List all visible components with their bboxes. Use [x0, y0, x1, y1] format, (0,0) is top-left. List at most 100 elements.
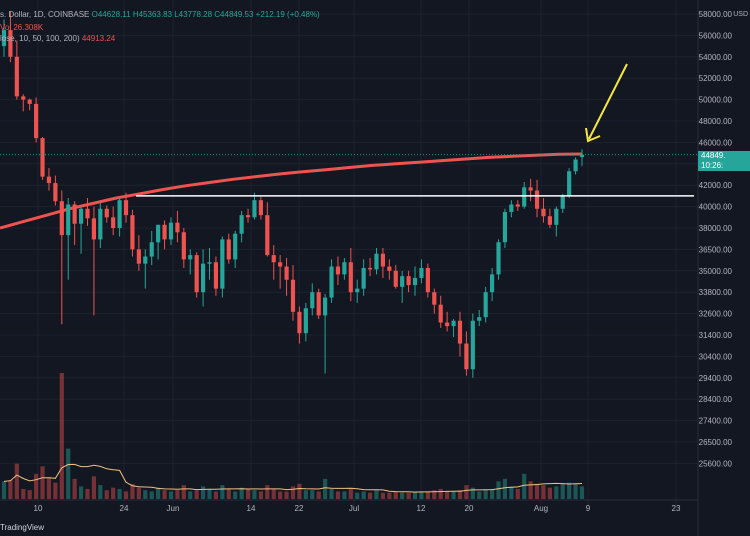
candle-body [34, 103, 39, 139]
volume-bar [181, 485, 186, 499]
volume-bar [509, 486, 514, 499]
price-tick-label: 36500.00 [699, 245, 733, 254]
volume-bar [297, 483, 302, 499]
volume-bar [59, 373, 64, 499]
volume-bar [470, 487, 475, 499]
close-value: C44849.53 [214, 10, 254, 19]
candle-body [412, 277, 418, 286]
time-tick-label: 9 [586, 504, 591, 513]
price-tick-label: 52000.00 [699, 74, 733, 83]
high-value: H45363.83 [132, 10, 172, 19]
candle-body [400, 276, 405, 287]
candle-body [130, 215, 135, 250]
candle-body [143, 256, 148, 264]
volume-bar [367, 492, 373, 499]
price-tick-label: 28400.00 [699, 395, 733, 404]
candle-body [490, 274, 495, 293]
volume-bar [515, 488, 520, 499]
time-tick-label: 10 [34, 504, 43, 513]
candle-body [451, 320, 456, 327]
candle-body [265, 215, 270, 256]
candle-body [72, 204, 77, 224]
volume-bar [483, 490, 488, 499]
candle-body [59, 201, 64, 236]
candle-body [432, 292, 437, 305]
volume-bar [432, 490, 437, 499]
low-value: L43778.28 [174, 10, 213, 19]
time-tick-label: 23 [672, 504, 681, 513]
open-value: O44628.11 [91, 10, 131, 19]
volume-bar [149, 491, 154, 499]
volume-bar [464, 485, 469, 499]
candle-body [329, 266, 334, 298]
price-tick-label: 40000.00 [699, 203, 733, 212]
candle-body [258, 200, 263, 216]
tradingview-logo: TradingView [0, 523, 45, 532]
volume-bar [136, 487, 141, 499]
candle-body [98, 208, 103, 240]
volume-bar [98, 485, 103, 499]
candle-body [123, 200, 129, 216]
candle-body [66, 204, 71, 236]
volume-bar [233, 491, 238, 499]
candle-body [380, 253, 385, 267]
volume-bar [252, 490, 257, 499]
volume-bar [387, 492, 392, 499]
candle-body [21, 96, 26, 100]
candle-body [85, 208, 90, 219]
candle-body [201, 263, 206, 293]
price-tick-label: 29400.00 [699, 374, 733, 383]
candle-body [53, 183, 58, 202]
price-tick-label: 33800.00 [699, 288, 733, 297]
volume-bar [14, 463, 19, 499]
volume-bar [117, 488, 122, 499]
volume-bar [201, 486, 206, 499]
candle-body [515, 204, 520, 207]
volume-bar [226, 488, 231, 499]
candle-body [239, 215, 244, 234]
volume-bar [303, 490, 308, 499]
candle-body [509, 204, 514, 212]
candle-body [335, 266, 341, 275]
candle-body [496, 242, 501, 275]
candle-body [220, 239, 225, 289]
candle-body [470, 320, 475, 370]
candle-body [78, 208, 84, 224]
volume-bar [239, 487, 244, 499]
candle-body [168, 222, 174, 240]
annotation-arrowhead [585, 127, 601, 143]
volume-bar [290, 486, 296, 499]
volume-bar [123, 491, 129, 499]
candle-body [567, 171, 572, 196]
time-tick-label: Jul [349, 504, 359, 513]
volume-bar [168, 491, 174, 499]
candle-body [367, 267, 373, 270]
price-tick-label: 58000.00 [699, 10, 733, 19]
volume-bar [1, 481, 7, 499]
price-tick-label: 26500.00 [699, 438, 733, 447]
ma200-layer [0, 152, 583, 230]
volume-bar [213, 491, 219, 499]
ticker-label: s. Dollar, 1D, COINBASE [0, 10, 90, 19]
price-tick-label: 25600.00 [699, 459, 733, 468]
ma200-line [0, 152, 583, 230]
price-tick-label: 48000.00 [699, 117, 733, 126]
volume-bar [194, 490, 199, 499]
volume-bar [72, 478, 77, 499]
candle-body [303, 308, 308, 334]
volume-bar [522, 473, 527, 499]
volume-bar [374, 490, 379, 499]
candle-body [419, 267, 424, 278]
change-value: +212.19 (+0.48%) [255, 10, 320, 19]
candle-body [502, 211, 508, 243]
candle-body [310, 292, 315, 309]
volume-bar [335, 491, 341, 499]
volume-bar [541, 485, 546, 499]
volume-bar [156, 487, 161, 499]
volume-bar [355, 492, 360, 499]
candle-body [111, 217, 116, 228]
volume-bar [496, 481, 501, 499]
volume-bar [265, 485, 270, 499]
